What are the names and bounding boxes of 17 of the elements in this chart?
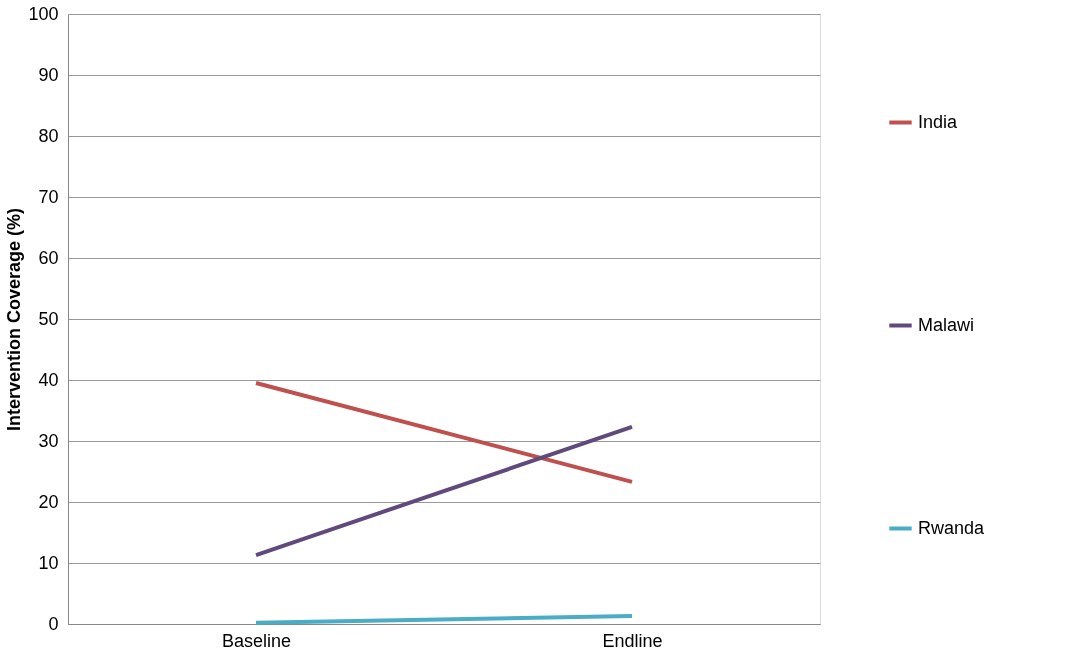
y-tick-label: 0 bbox=[48, 613, 59, 634]
x-tick-label: Baseline bbox=[221, 630, 292, 651]
y-tick-label: 50 bbox=[38, 308, 59, 329]
x-tick-label: Endline bbox=[602, 630, 663, 651]
y-tick-label: 60 bbox=[38, 247, 59, 268]
y-tick-label: 100 bbox=[28, 3, 59, 24]
y-tick-label: 20 bbox=[38, 491, 59, 512]
y-tick-label: 80 bbox=[38, 125, 59, 146]
legend-label: Malawi bbox=[918, 314, 975, 335]
legend-label: Rwanda bbox=[918, 517, 986, 538]
y-tick-label: 10 bbox=[38, 552, 59, 573]
legend-label: India bbox=[918, 111, 959, 132]
y-tick-label: 30 bbox=[38, 430, 59, 451]
y-tick-label: 40 bbox=[38, 369, 59, 390]
y-axis-title: Intervention Coverage (%) bbox=[4, 207, 25, 432]
y-tick-label: 70 bbox=[38, 186, 59, 207]
y-tick-label: 90 bbox=[38, 64, 59, 85]
